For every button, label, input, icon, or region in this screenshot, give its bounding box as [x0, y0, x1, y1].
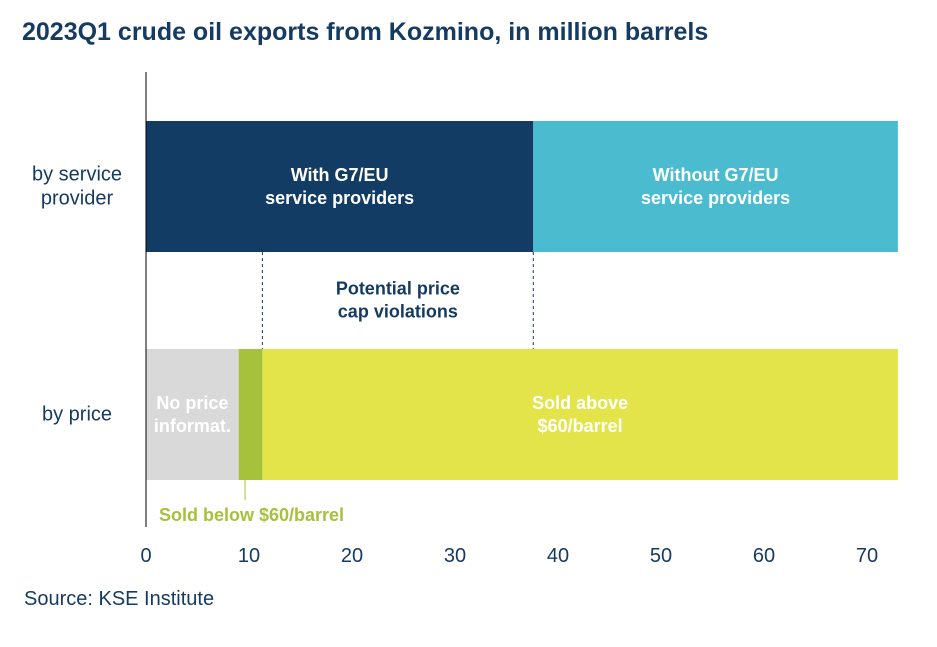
x-tick-label-30: 30 [444, 545, 466, 567]
x-tick-label-20: 20 [341, 545, 363, 567]
bar-segment-r2-s2 [238, 349, 263, 480]
x-tick-label-60: 60 [753, 545, 775, 567]
sold-below-annotation: Sold below $60/barrel [159, 505, 344, 525]
segment-label-r1-s1-line-1: With G7/EU [291, 165, 389, 185]
category-label-1-line-2: provider [41, 188, 114, 210]
segment-label-r2-s1-line-2: informat. [154, 416, 231, 436]
violation-annotation-line-2: cap violations [338, 302, 458, 322]
segment-label-r2-s3-line-2: $60/barrel [538, 416, 623, 436]
source-note: Source: KSE Institute [24, 588, 215, 610]
violation-annotation-line-1: Potential price [336, 279, 460, 299]
bar-segment-r1-s2 [533, 121, 898, 252]
segment-label-r2-s3-line-1: Sold above [532, 393, 628, 413]
bar-segment-r1-s1 [146, 121, 534, 252]
x-tick-label-40: 40 [547, 545, 569, 567]
x-tick-label-10: 10 [238, 545, 260, 567]
x-tick-label-50: 50 [650, 545, 672, 567]
segment-label-r1-s1-line-2: service providers [265, 188, 414, 208]
segment-label-r1-s2-line-2: service providers [641, 188, 790, 208]
bar-segment-r2-s1 [146, 349, 239, 480]
category-label-1-line-1: by service [32, 164, 122, 186]
segment-label-r1-s2-line-1: Without G7/EU [653, 165, 779, 185]
chart-title: 2023Q1 crude oil exports from Kozmino, i… [22, 18, 709, 46]
bar-segment-r2-s3 [262, 349, 898, 480]
x-tick-label-70: 70 [856, 545, 878, 567]
segment-label-r2-s1-line-1: No price [156, 393, 228, 413]
category-label-2-line-1: by price [42, 404, 112, 426]
x-tick-label-0: 0 [140, 545, 151, 567]
